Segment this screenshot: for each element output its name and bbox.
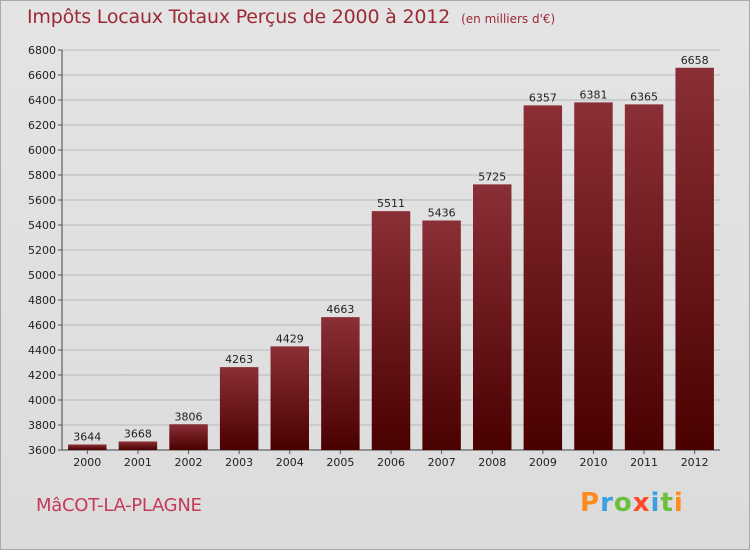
bar-2005 — [321, 317, 360, 450]
value-label-2008: 5725 — [478, 170, 506, 183]
y-tick-label: 4200 — [28, 369, 56, 382]
x-tick-label-2012: 2012 — [681, 456, 709, 469]
bars — [68, 67, 714, 450]
y-tick-label: 6000 — [28, 144, 56, 157]
x-tick-label-2010: 2010 — [579, 456, 607, 469]
value-label-2009: 6357 — [529, 91, 557, 104]
value-label-2000: 3644 — [73, 431, 101, 444]
bar-2006 — [371, 211, 411, 450]
town-name: MâCOT-LA-PLAGNE — [36, 495, 202, 516]
title-line: Impôts Locaux Totaux Perçus de 2000 à 20… — [27, 6, 555, 28]
value-label-2002: 3806 — [175, 410, 203, 423]
value-label-2006: 5511 — [377, 197, 405, 210]
y-tick-label: 5000 — [28, 269, 56, 282]
x-tick-label-2008: 2008 — [478, 456, 506, 469]
chart-title: Impôts Locaux Totaux Perçus de 2000 à 20… — [27, 6, 451, 28]
value-label-2010: 6381 — [579, 88, 607, 101]
x-tick-label-2006: 2006 — [377, 456, 405, 469]
y-tick-label: 5800 — [28, 169, 56, 182]
y-tick-label: 3800 — [28, 419, 56, 432]
y-tick-label: 6400 — [28, 94, 56, 107]
bar-2010 — [574, 102, 613, 450]
proxiti-logo[interactable]: Proxiti — [580, 488, 684, 518]
y-tick-label: 6600 — [28, 69, 56, 82]
bar-2003 — [219, 367, 259, 450]
y-tick-label: 4800 — [28, 294, 56, 307]
x-tick-label-2003: 2003 — [225, 456, 253, 469]
x-tick-label-2000: 2000 — [73, 456, 101, 469]
y-tick-label: 3600 — [28, 444, 56, 457]
value-label-2004: 4429 — [276, 332, 304, 345]
value-label-2011: 6365 — [630, 90, 658, 103]
x-tick-label-2001: 2001 — [124, 456, 152, 469]
x-tick-label-2009: 2009 — [529, 456, 557, 469]
y-tick-label: 5600 — [28, 194, 56, 207]
x-tick-label-2011: 2011 — [630, 456, 658, 469]
bar-2004 — [270, 346, 310, 450]
x-tick-label-2007: 2007 — [428, 456, 456, 469]
y-tick-label: 5400 — [28, 219, 56, 232]
y-tick-label: 6800 — [28, 44, 56, 57]
y-tick-label: 4600 — [28, 319, 56, 332]
x-tick-label-2004: 2004 — [276, 456, 304, 469]
value-label-2007: 5436 — [428, 207, 456, 220]
value-label-2003: 4263 — [225, 353, 253, 366]
bar-2001 — [118, 441, 158, 450]
value-labels: 3644 3668 3806 4263 4429 4663 5511 5436 5725 6357… — [73, 54, 708, 444]
bar-2007 — [422, 220, 461, 450]
bar-2011 — [624, 104, 664, 450]
chart-subtitle: (en milliers d'€) — [461, 12, 556, 26]
value-label-2005: 4663 — [326, 303, 354, 316]
y-tick-labels: 3600 3800 4000 4200 4400 4600 4800 5000 5200 5400… — [28, 44, 56, 457]
x-tick-labels: 2000 2001 2002 2003 2004 2005 2006 2007 2008 2009… — [73, 450, 709, 469]
bar-2000 — [68, 444, 107, 450]
y-tick-label: 4000 — [28, 394, 56, 407]
value-label-2012: 6658 — [681, 54, 709, 67]
bar-2008 — [472, 184, 512, 450]
y-tick-label: 4400 — [28, 344, 56, 357]
y-tick-label: 5200 — [28, 244, 56, 257]
bar-2002 — [169, 424, 208, 450]
bar-2009 — [523, 105, 563, 450]
x-tick-label-2002: 2002 — [175, 456, 203, 469]
x-tick-label-2005: 2005 — [326, 456, 354, 469]
value-label-2001: 3668 — [124, 428, 152, 441]
y-tick-label: 6200 — [28, 119, 56, 132]
bar-2012 — [675, 67, 714, 450]
